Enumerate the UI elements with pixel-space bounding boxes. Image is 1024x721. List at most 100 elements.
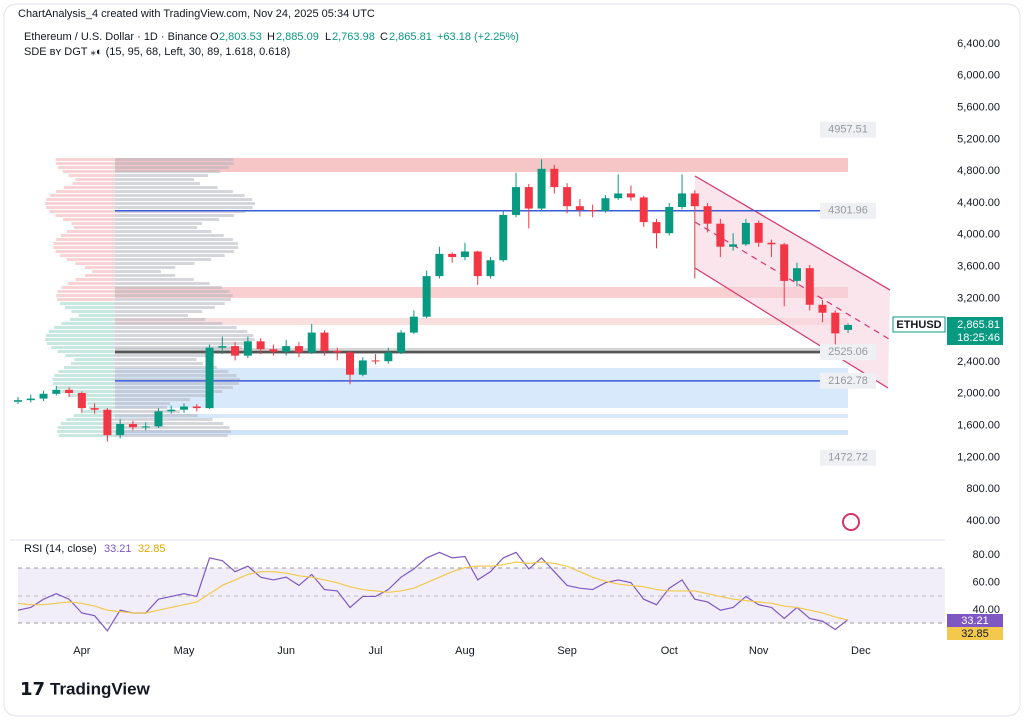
y-tick-label: 3,600.00 bbox=[957, 261, 1000, 273]
profile-bar bbox=[77, 398, 115, 401]
profile-bar bbox=[115, 326, 237, 329]
y-tick-label: 2,000.00 bbox=[957, 388, 1000, 400]
rsi-value: 32.85 bbox=[961, 628, 989, 640]
profile-bar bbox=[61, 286, 115, 289]
level-badge bbox=[820, 344, 876, 361]
profile-bar bbox=[55, 214, 115, 217]
profile-bar bbox=[63, 186, 115, 189]
zone bbox=[115, 414, 848, 418]
profile-bar bbox=[73, 226, 115, 229]
candle-body bbox=[690, 193, 699, 207]
brand: TradingView bbox=[50, 679, 151, 698]
profile-bar bbox=[52, 378, 115, 381]
profile-bar bbox=[58, 166, 115, 169]
candle-body bbox=[90, 408, 99, 410]
candle-body bbox=[422, 276, 431, 317]
profile-bar bbox=[53, 382, 115, 385]
profile-bar bbox=[115, 298, 231, 301]
candle-body bbox=[831, 312, 840, 334]
candle-body bbox=[626, 193, 635, 198]
profile-bar bbox=[53, 242, 115, 245]
candle-body bbox=[524, 187, 533, 209]
legend-c: C bbox=[380, 31, 388, 43]
profile-bar bbox=[115, 302, 225, 305]
profile-bar bbox=[115, 262, 195, 265]
profile-bar bbox=[115, 378, 240, 381]
profile-bar bbox=[115, 434, 228, 437]
candle-body bbox=[26, 398, 35, 401]
profile-bar bbox=[115, 238, 233, 241]
candle-body bbox=[167, 409, 176, 412]
profile-bar bbox=[115, 354, 215, 357]
profile-bar bbox=[115, 390, 223, 393]
y-tick-label: 2,400.00 bbox=[957, 356, 1000, 368]
profile-bar bbox=[115, 418, 213, 421]
profile-bar bbox=[55, 158, 115, 161]
candle-body bbox=[550, 168, 559, 188]
profile-bar bbox=[115, 314, 188, 317]
profile-bar bbox=[56, 238, 115, 241]
y-tick-label: 4,000.00 bbox=[957, 229, 1000, 241]
profile-bar bbox=[47, 342, 115, 345]
candle-body bbox=[384, 352, 393, 362]
candle-body bbox=[243, 341, 252, 356]
rsi-line bbox=[17, 561, 849, 621]
candle-body bbox=[652, 222, 661, 234]
profile-bar bbox=[64, 366, 115, 369]
channel-line bbox=[694, 175, 891, 291]
profile-bar bbox=[115, 202, 255, 205]
legend-h: H bbox=[267, 31, 275, 43]
candle-body bbox=[180, 406, 189, 410]
profile-bar bbox=[115, 422, 224, 425]
x-tick-label: Jul bbox=[369, 645, 383, 657]
candle-body bbox=[333, 350, 342, 353]
profile-bar bbox=[54, 326, 115, 329]
candle-body bbox=[103, 409, 112, 436]
profile-bar bbox=[75, 178, 115, 181]
profile-bar bbox=[65, 354, 115, 357]
symbol-badge bbox=[892, 316, 946, 333]
profile-bar bbox=[46, 206, 115, 209]
profile-bar bbox=[115, 294, 233, 297]
candle-body bbox=[818, 304, 827, 313]
profile-bar bbox=[57, 290, 115, 293]
profile-bar bbox=[115, 370, 229, 373]
profile-bar bbox=[115, 394, 208, 397]
profile-bar bbox=[115, 158, 234, 161]
profile-bar bbox=[115, 258, 212, 261]
legend-o: O bbox=[210, 31, 219, 43]
level-label: 2162.78 bbox=[828, 375, 868, 387]
profile-bar bbox=[72, 182, 115, 185]
rsi-tick-label: 60.00 bbox=[972, 577, 1000, 589]
candle-body bbox=[729, 244, 738, 247]
profile-bar bbox=[84, 266, 115, 269]
candle-body bbox=[537, 168, 546, 209]
profile-bar bbox=[115, 406, 168, 409]
x-tick-label: May bbox=[174, 645, 195, 657]
profile-bar bbox=[62, 218, 115, 221]
profile-bar bbox=[73, 414, 115, 417]
zone bbox=[115, 287, 848, 298]
candle-body bbox=[269, 349, 278, 352]
card bbox=[3, 3, 1021, 717]
attribution: ChartAnalysis_4 created with TradingView… bbox=[18, 8, 375, 20]
y-tick-label: 4,400.00 bbox=[957, 197, 1000, 209]
profile-bar bbox=[115, 190, 233, 193]
candle-body bbox=[307, 332, 316, 353]
profile-bar bbox=[115, 242, 238, 245]
candle-body bbox=[52, 389, 61, 394]
profile-bar bbox=[115, 230, 212, 233]
candle-body bbox=[77, 393, 86, 409]
profile-bar bbox=[115, 206, 253, 209]
profile-bar bbox=[71, 362, 115, 365]
profile-bar bbox=[115, 330, 248, 333]
profile-bar bbox=[74, 358, 115, 361]
profile-bar bbox=[115, 386, 233, 389]
candle-body bbox=[614, 193, 623, 199]
candle-body bbox=[780, 244, 789, 281]
candle-body bbox=[141, 426, 150, 428]
candle-body bbox=[792, 268, 801, 281]
level-label: 4301.96 bbox=[828, 205, 868, 217]
candle-body bbox=[486, 260, 495, 277]
